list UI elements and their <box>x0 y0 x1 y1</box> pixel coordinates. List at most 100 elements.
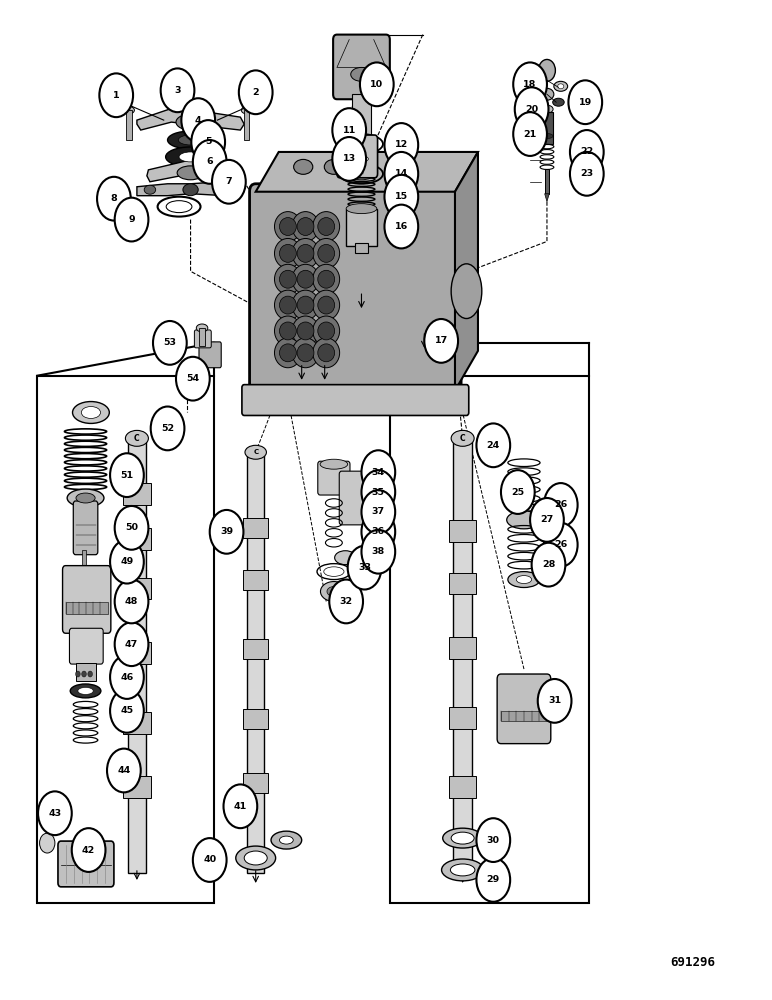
Text: C: C <box>253 449 259 455</box>
Ellipse shape <box>539 59 555 81</box>
Text: 1: 1 <box>113 91 120 100</box>
Ellipse shape <box>144 185 156 194</box>
Ellipse shape <box>168 131 214 149</box>
Text: 6: 6 <box>206 157 213 166</box>
FancyBboxPatch shape <box>195 330 212 348</box>
Text: 29: 29 <box>486 875 500 884</box>
Text: 12: 12 <box>394 140 408 149</box>
FancyBboxPatch shape <box>249 184 461 399</box>
Ellipse shape <box>124 107 134 114</box>
Ellipse shape <box>451 264 482 319</box>
Ellipse shape <box>178 135 203 145</box>
Circle shape <box>110 689 144 733</box>
Ellipse shape <box>450 864 475 876</box>
Ellipse shape <box>313 338 340 368</box>
Circle shape <box>538 679 571 723</box>
Ellipse shape <box>216 185 228 194</box>
Text: 23: 23 <box>581 169 594 178</box>
Ellipse shape <box>67 489 104 507</box>
Text: 16: 16 <box>394 222 408 231</box>
Bar <box>355 243 367 253</box>
Circle shape <box>39 833 55 853</box>
Bar <box>449 707 476 729</box>
Text: 17: 17 <box>435 336 448 345</box>
Bar <box>545 169 549 194</box>
Circle shape <box>100 73 133 117</box>
Ellipse shape <box>81 407 100 418</box>
Ellipse shape <box>334 551 356 565</box>
Circle shape <box>115 580 148 623</box>
Text: 21: 21 <box>523 130 537 139</box>
Text: 691296: 691296 <box>671 956 716 969</box>
Text: 30: 30 <box>487 836 499 845</box>
Text: 37: 37 <box>372 507 385 516</box>
Circle shape <box>568 80 602 124</box>
Circle shape <box>110 540 144 584</box>
Ellipse shape <box>275 316 301 346</box>
Text: 27: 27 <box>540 515 554 524</box>
Circle shape <box>76 671 80 677</box>
Bar <box>352 94 371 144</box>
Bar <box>501 711 547 721</box>
FancyBboxPatch shape <box>73 501 98 555</box>
Ellipse shape <box>70 684 101 698</box>
Ellipse shape <box>313 212 340 241</box>
Circle shape <box>570 152 604 196</box>
Circle shape <box>161 68 195 112</box>
Ellipse shape <box>313 290 340 320</box>
Circle shape <box>330 580 363 623</box>
Ellipse shape <box>297 296 314 314</box>
Bar <box>123 483 151 505</box>
Text: 35: 35 <box>372 488 384 497</box>
Ellipse shape <box>297 270 314 288</box>
Polygon shape <box>256 152 478 192</box>
Circle shape <box>501 470 535 514</box>
Circle shape <box>476 858 510 902</box>
Ellipse shape <box>541 134 553 139</box>
Circle shape <box>82 671 86 677</box>
Bar <box>244 110 249 140</box>
Ellipse shape <box>279 270 296 288</box>
Text: 20: 20 <box>525 105 538 114</box>
Ellipse shape <box>275 212 301 241</box>
FancyBboxPatch shape <box>318 461 350 495</box>
Text: 31: 31 <box>548 696 561 705</box>
Polygon shape <box>545 194 549 202</box>
Ellipse shape <box>279 322 296 340</box>
Circle shape <box>107 749 141 792</box>
Ellipse shape <box>275 264 301 294</box>
Circle shape <box>193 838 226 882</box>
Circle shape <box>530 498 564 542</box>
Ellipse shape <box>292 264 319 294</box>
Text: 41: 41 <box>234 802 247 811</box>
Ellipse shape <box>313 264 340 294</box>
Circle shape <box>384 205 418 248</box>
Circle shape <box>513 62 547 106</box>
Ellipse shape <box>271 831 302 849</box>
Ellipse shape <box>318 218 334 235</box>
Bar <box>449 520 476 542</box>
Text: 15: 15 <box>394 192 408 201</box>
Circle shape <box>115 198 148 241</box>
FancyBboxPatch shape <box>58 841 114 887</box>
Ellipse shape <box>297 344 314 362</box>
Ellipse shape <box>176 114 205 130</box>
Bar <box>357 142 366 154</box>
Bar <box>243 570 268 589</box>
Text: 49: 49 <box>120 557 134 566</box>
Circle shape <box>425 319 458 363</box>
Ellipse shape <box>166 147 215 167</box>
Bar <box>449 776 476 798</box>
Text: 33: 33 <box>358 563 371 572</box>
Bar <box>453 440 472 873</box>
FancyBboxPatch shape <box>339 471 367 525</box>
Ellipse shape <box>451 430 474 446</box>
Text: 54: 54 <box>186 374 199 383</box>
Ellipse shape <box>279 244 296 262</box>
Ellipse shape <box>327 587 340 596</box>
Circle shape <box>151 407 185 450</box>
Ellipse shape <box>292 338 319 368</box>
Ellipse shape <box>318 344 334 362</box>
Circle shape <box>361 450 395 494</box>
Ellipse shape <box>297 322 314 340</box>
